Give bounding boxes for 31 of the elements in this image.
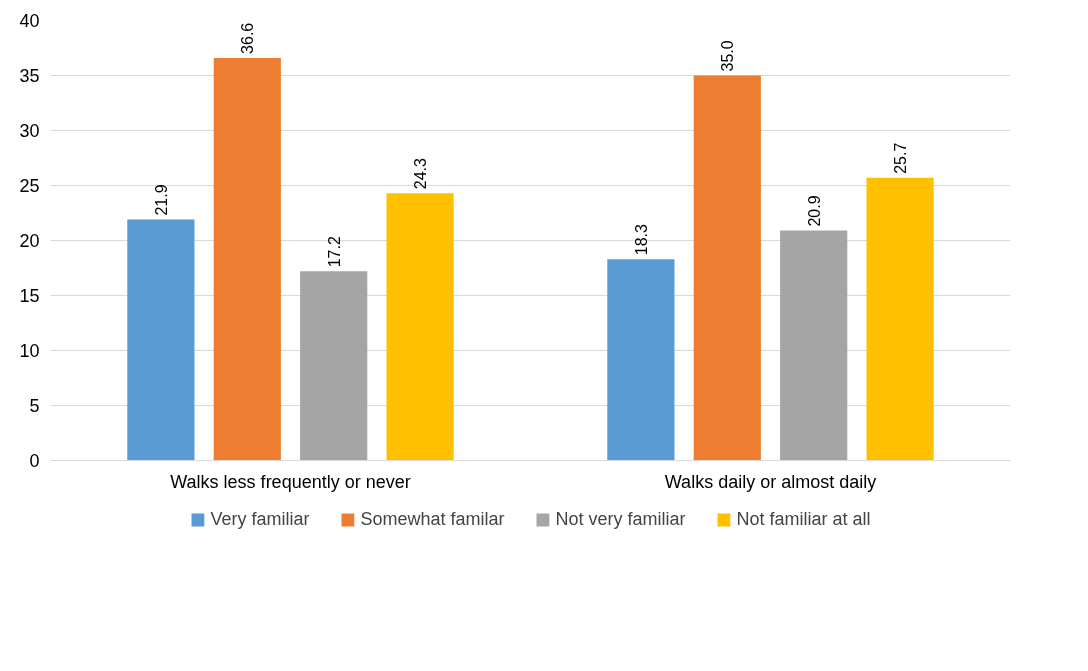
data-label: 17.2 (325, 236, 343, 268)
data-label: 18.3 (632, 223, 650, 256)
data-label: 36.6 (239, 22, 257, 54)
y-tick-label: 35 (19, 66, 40, 86)
y-tick-label: 25 (19, 176, 40, 196)
y-tick-label: 20 (19, 231, 40, 251)
bar (866, 177, 934, 461)
bar (693, 75, 761, 461)
legend-label: Not familiar at all (736, 508, 871, 530)
legend-label: Very familiar (210, 508, 310, 530)
data-label: 35.0 (719, 40, 737, 72)
y-tick-label: 0 (29, 451, 40, 471)
bar (386, 193, 454, 461)
data-label: 20.9 (805, 195, 823, 227)
legend-label: Somewhat familar (360, 508, 505, 530)
bar (780, 230, 848, 461)
data-label: 24.3 (412, 157, 430, 190)
bar (127, 219, 195, 461)
bar (213, 57, 281, 461)
bar (607, 259, 675, 461)
bar (300, 271, 368, 461)
data-label: 21.9 (152, 184, 170, 216)
y-tick-label: 30 (19, 121, 40, 141)
y-tick-label: 10 (19, 341, 40, 361)
legend-label: Not very familiar (555, 508, 686, 530)
y-tick-label: 40 (19, 11, 40, 31)
x-tick-label: Walks less frequently or never (170, 471, 411, 492)
y-tick-label: 15 (19, 286, 40, 306)
y-tick-label: 5 (29, 396, 40, 416)
x-tick-label: Walks daily or almost daily (664, 471, 877, 492)
data-label: 25.7 (892, 142, 910, 174)
